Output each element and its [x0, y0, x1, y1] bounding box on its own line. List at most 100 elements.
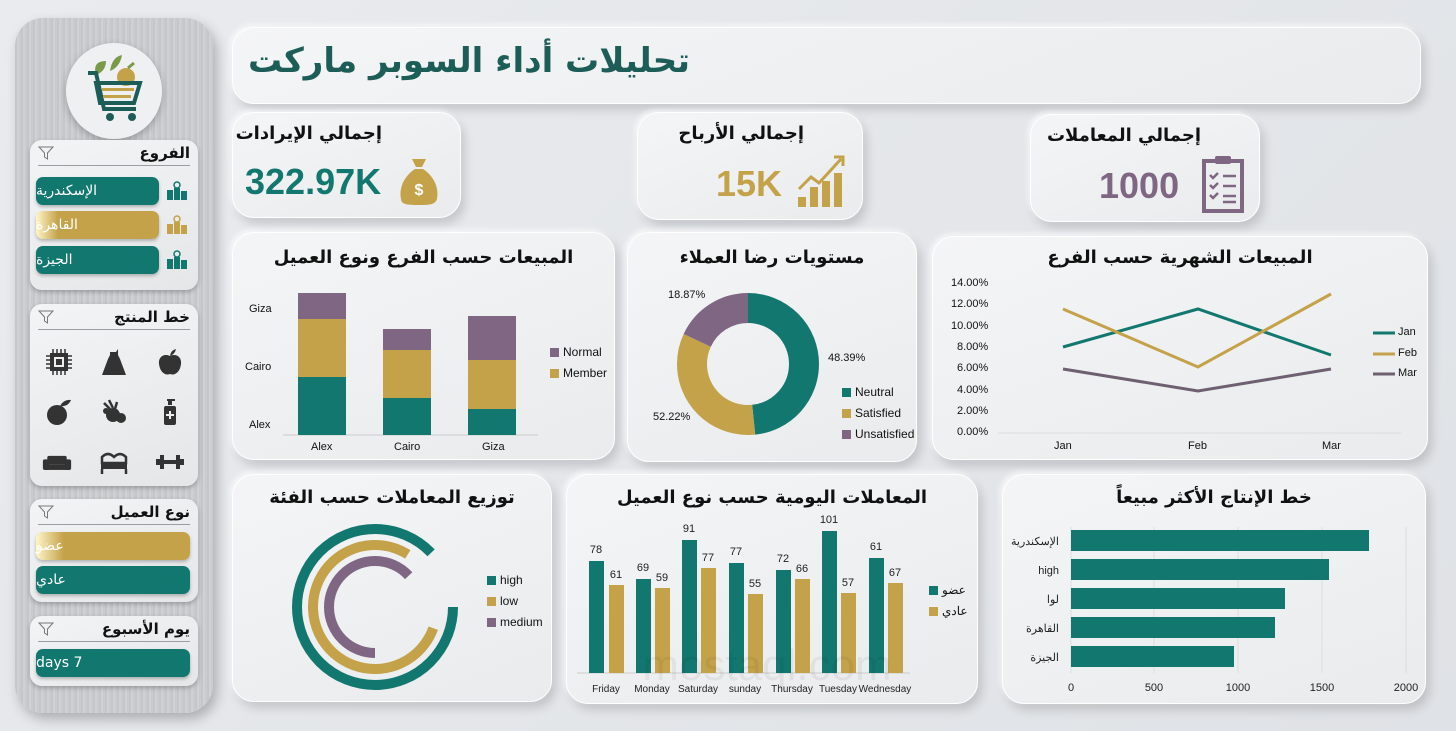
legend-item[interactable]: Satisfied [842, 406, 901, 420]
weekday-title: يوم الأسبوع [101, 619, 190, 638]
y-tick: 8.00% [957, 341, 989, 353]
branch-alexandria-button[interactable]: الإسكندرية [36, 177, 159, 205]
product-line-title: خط المنتج [114, 307, 190, 326]
building-location-icon [167, 215, 187, 234]
page-title: تحليلات أداء السوبر ماركت [248, 41, 691, 81]
legend-label: high [500, 573, 523, 587]
bed-icon[interactable] [99, 447, 129, 477]
x-tick: Mar [1322, 440, 1341, 452]
clipboard-icon [1202, 156, 1244, 213]
svg-text:1500: 1500 [1310, 682, 1334, 694]
svg-text:$: $ [415, 182, 424, 199]
svg-text:66: 66 [796, 563, 808, 575]
branch-customer-chart-card: المبيعات حسب الفرع ونوع العميل Giza Cair… [232, 232, 615, 460]
svg-text:2000: 2000 [1394, 682, 1418, 694]
monthly-sales-chart-card: المبيعات الشهرية حسب الفرع 14.00% 12.00%… [932, 236, 1428, 460]
legend-label[interactable]: Jan [1398, 326, 1416, 338]
legend-label: Satisfied [855, 406, 902, 420]
svg-text:101: 101 [820, 514, 838, 526]
svg-text:Tuesday: Tuesday [819, 684, 857, 695]
legend-item[interactable]: high [487, 573, 523, 587]
grouped-bar-chart: 78 61 69 59 91 77 77 55 72 66 101 57 61 67 Frid… [577, 514, 911, 695]
svg-text:91: 91 [683, 523, 695, 535]
svg-text:Saturday: Saturday [678, 684, 718, 695]
kpi-profit-label: إجمالي الأرباح [678, 123, 804, 144]
customer-type-title: نوع العميل [110, 502, 190, 521]
branch-giza-button[interactable]: الجيزة [36, 246, 159, 274]
filter-icon[interactable] [38, 505, 54, 519]
legend-item[interactable]: عادي [929, 604, 968, 618]
customer-type-label: عضو [36, 538, 64, 554]
chart-title: مستويات رضا العملاء [679, 247, 865, 268]
x-tick: Jan [1054, 440, 1072, 452]
chip-icon[interactable] [44, 347, 74, 377]
svg-text:Friday: Friday [592, 684, 620, 695]
svg-text:الجيزة: الجيزة [1030, 652, 1059, 664]
legend-label[interactable]: Mar [1398, 367, 1417, 379]
chart-title: توزيع المعاملات حسب الفئة [269, 487, 515, 508]
growth-chart-icon [797, 155, 845, 207]
svg-text:61: 61 [870, 541, 882, 553]
svg-text:القاهرة: القاهرة [1026, 623, 1059, 635]
sofa-icon[interactable] [42, 447, 72, 477]
kpi-profit-value: 15K [716, 163, 783, 204]
data-label: 18.87% [668, 289, 706, 301]
x-tick: Alex [311, 441, 333, 453]
horizontal-bar-chart: الإسكندرية high لوا القاهرة الجيزة 0 500 1000 1… [1011, 527, 1418, 694]
legend-label: Member [563, 366, 608, 380]
dumbbell-icon[interactable] [155, 447, 185, 477]
customer-member-button[interactable]: عضو [36, 532, 190, 560]
y-tick: 14.00% [951, 277, 989, 289]
data-label: 52.22% [653, 411, 691, 423]
y-tick: 12.00% [951, 298, 989, 310]
y-tick: Cairo [245, 361, 272, 373]
category-chart-card: توزيع المعاملات حسب الفئة high low mediu… [232, 474, 552, 702]
title-bar: تحليلات أداء السوبر ماركت [232, 27, 1421, 104]
legend-item[interactable]: عضو [929, 583, 966, 597]
kpi-revenue-card: إجمالي الإيرادات 322.97K $ [232, 112, 461, 218]
legend-item[interactable]: Member [550, 366, 607, 380]
branch-label: الجيزة [36, 252, 73, 268]
weekday-all-button[interactable]: 7 days [36, 649, 190, 677]
legend-item[interactable]: Normal [550, 345, 602, 359]
x-tick: Cairo [394, 441, 421, 453]
y-tick: Alex [249, 419, 271, 431]
kpi-revenue-label: إجمالي الإيرادات [235, 123, 382, 144]
legend-item[interactable]: Unsatisfied [842, 427, 914, 441]
legend-item[interactable]: medium [487, 615, 543, 629]
customer-type-slicer: نوع العميل عضو عادي [30, 499, 198, 602]
chart-title: المبيعات حسب الفرع ونوع العميل [273, 247, 574, 268]
svg-text:69: 69 [637, 562, 649, 574]
kpi-transactions-value: 1000 [1099, 165, 1180, 206]
chart-title: المعاملات اليومية حسب نوع العميل [616, 487, 928, 508]
legend-item[interactable]: Neutral [842, 385, 894, 399]
legend-label: low [500, 594, 519, 608]
branch-cairo-button[interactable]: القاهرة [36, 211, 159, 239]
customer-normal-button[interactable]: عادي [36, 566, 190, 594]
fruit-icon[interactable] [44, 397, 74, 427]
svg-text:0: 0 [1068, 682, 1074, 694]
x-tick: Giza [482, 441, 505, 453]
svg-text:high: high [1038, 565, 1059, 577]
svg-text:77: 77 [702, 552, 714, 564]
sidebar: الفروع الإسكندرية القاهرة الجيزة خط المن… [15, 18, 213, 713]
svg-text:1000: 1000 [1226, 682, 1250, 694]
sanitizer-bottle-icon[interactable] [155, 397, 185, 427]
line-chart [998, 292, 1401, 434]
filter-icon[interactable] [38, 146, 54, 160]
building-location-icon [167, 181, 187, 200]
y-tick: 6.00% [957, 362, 989, 374]
filter-icon[interactable] [38, 622, 54, 636]
y-tick: 0.00% [957, 426, 989, 438]
legend-item[interactable]: low [487, 594, 518, 608]
filter-icon[interactable] [38, 310, 54, 324]
dress-icon[interactable] [99, 347, 129, 377]
kpi-transactions-card: إجمالي المعاملات 1000 [1030, 114, 1260, 222]
stacked-bar-chart [283, 293, 538, 436]
svg-text:57: 57 [842, 577, 854, 589]
legend-label: عادي [942, 604, 968, 618]
food-basket-icon[interactable] [99, 397, 129, 427]
legend-label[interactable]: Feb [1398, 347, 1417, 359]
apple-icon[interactable] [155, 347, 185, 377]
svg-text:لوا: لوا [1047, 594, 1059, 606]
